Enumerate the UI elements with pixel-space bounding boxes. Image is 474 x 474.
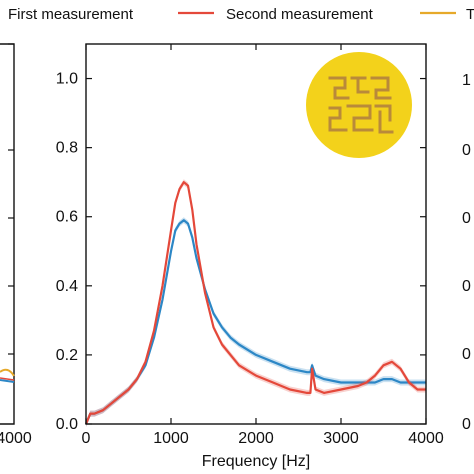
x-tick-label: 2000 xyxy=(238,430,274,447)
y-tick-label: 0.6 xyxy=(56,209,78,226)
right-panel-tick-label: 0 xyxy=(462,416,471,433)
right-panel-tick-label: 0 xyxy=(462,210,471,227)
x-tick-label: 3000 xyxy=(323,430,359,447)
x-tick-label: 4000 xyxy=(408,430,444,447)
right-panel-partial: 1 0 0 0 0 0 xyxy=(462,72,471,433)
inset-maze xyxy=(328,76,394,134)
left-panel-frame xyxy=(0,43,15,425)
main-plot-panel: 0.0 0.2 0.4 0.6 0.8 1.0 0 1000 2000 3000 4000 Frequ… xyxy=(56,43,444,470)
left-panel-tick-label: 4000 xyxy=(0,430,32,447)
left-panel-partial: 4000 xyxy=(0,43,32,447)
x-axis-label: Frequency [Hz] xyxy=(202,453,310,470)
series-band-2 xyxy=(86,179,426,427)
right-panel-tick-label: 0 xyxy=(462,346,471,363)
y-tick-label: 0.4 xyxy=(56,278,78,295)
y-tick-label: 1.0 xyxy=(56,71,78,88)
right-panel-tick-label: 0 xyxy=(462,278,471,295)
inset-maze-trace xyxy=(328,76,350,100)
legend-label-2: Second measurement xyxy=(226,6,374,23)
left-panel-series-red xyxy=(0,377,15,381)
x-tick-label: 1000 xyxy=(153,430,189,447)
right-panel-tick-label: 0 xyxy=(462,142,471,159)
inset-maze-trace xyxy=(374,104,394,134)
inset-maze-trace xyxy=(346,104,374,132)
y-tick-label: 0.0 xyxy=(56,416,78,433)
left-panel-series-blue xyxy=(0,379,15,383)
right-panel-tick-label: 1 xyxy=(462,72,471,89)
legend-label-1: First measurement xyxy=(8,6,134,23)
inset-maze-trace xyxy=(350,76,370,94)
sample-inset xyxy=(306,52,412,158)
inset-maze-trace xyxy=(370,76,392,100)
y-tick-label: 0.2 xyxy=(56,347,78,364)
series-line-2 xyxy=(84,181,426,425)
y-tick-label: 0.8 xyxy=(56,140,78,157)
inset-maze-trace xyxy=(328,106,348,132)
x-tick-label: 0 xyxy=(82,430,91,447)
legend-label-3: T xyxy=(466,6,474,23)
legend: First measurement Second measurement T xyxy=(8,6,474,23)
left-panel-series-yellow xyxy=(0,368,15,377)
series-line-1 xyxy=(84,219,426,425)
series-band-1 xyxy=(86,217,426,427)
